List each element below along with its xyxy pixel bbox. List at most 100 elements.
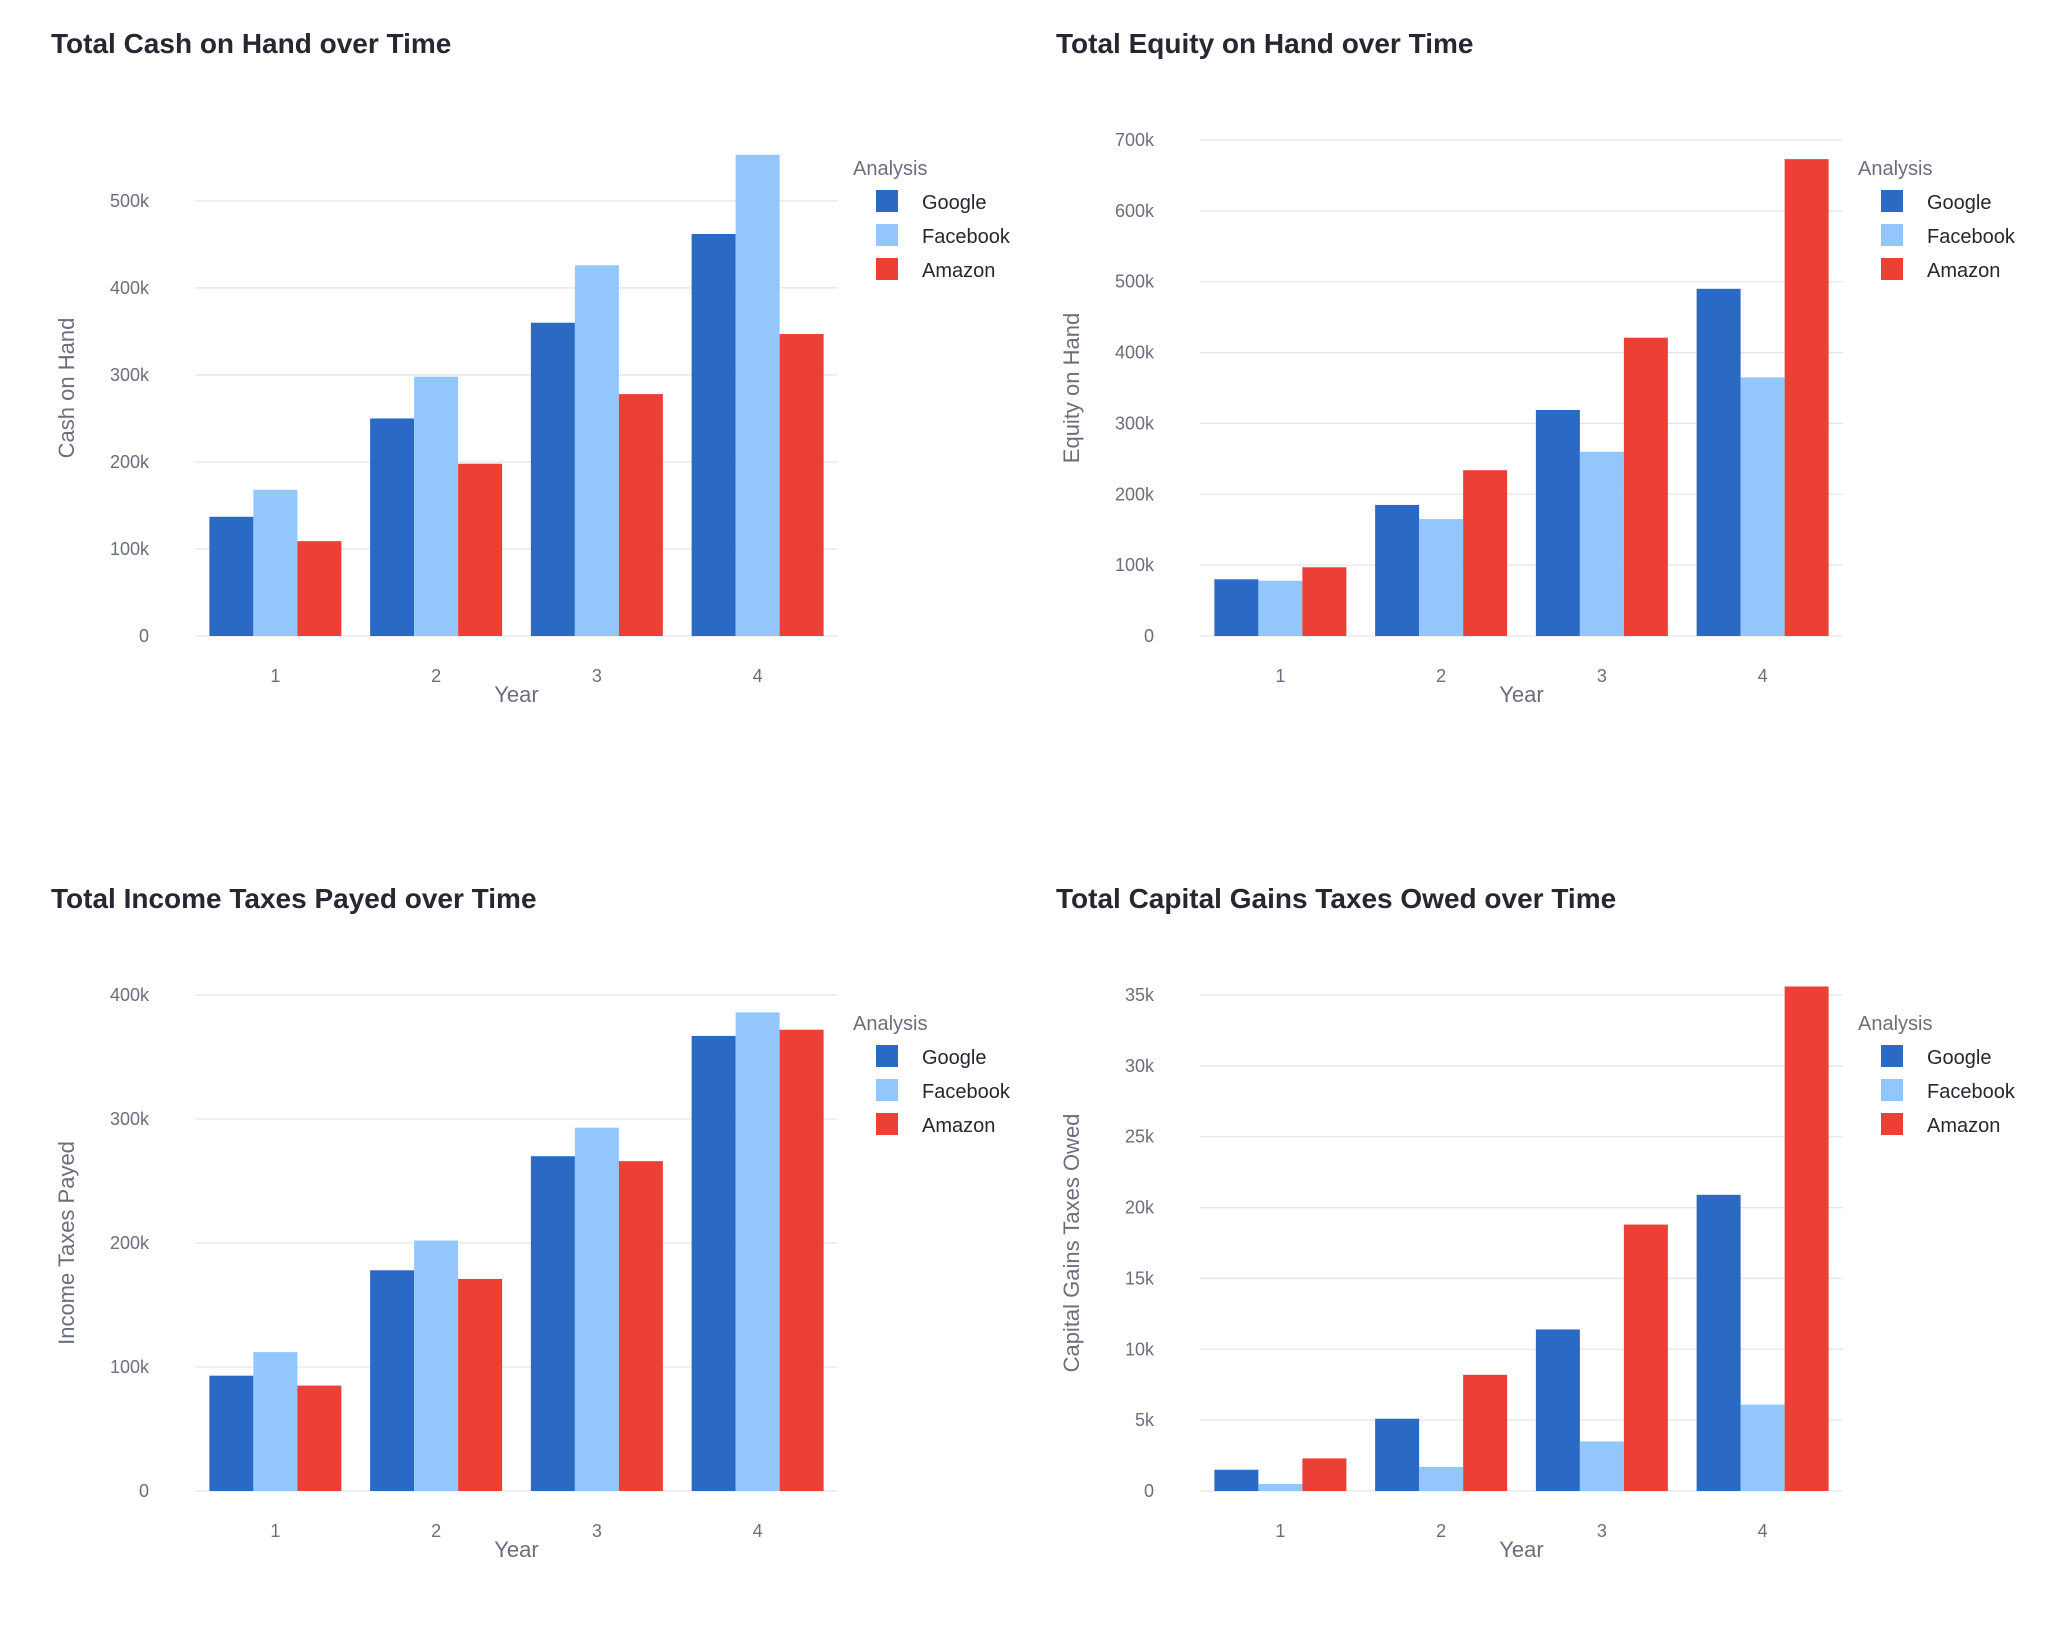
bar-google-year-3: [530, 322, 575, 636]
y-axis-title: Cash on Hand: [54, 318, 79, 459]
series-amazon: [297, 1029, 824, 1491]
bar-amazon-year-4: [779, 334, 824, 636]
y-tick-label: 25k: [1125, 1127, 1155, 1147]
bar-google-year-3: [1535, 409, 1580, 636]
bar-amazon-year-2: [458, 1278, 503, 1491]
y-tick-label: 100k: [110, 539, 150, 559]
bar-facebook-year-2: [414, 376, 459, 636]
legend-label: Facebook: [922, 226, 1011, 248]
bar-amazon-year-3: [618, 1161, 663, 1491]
legend-label: Google: [1927, 192, 1992, 214]
y-axis-title: Income Taxes Payed: [54, 1141, 79, 1345]
bar-facebook-year-2: [414, 1240, 459, 1491]
x-tick-label: 4: [753, 666, 763, 686]
legend-label: Facebook: [1927, 226, 2016, 248]
bar-facebook-year-4: [735, 154, 780, 637]
y-tick-label: 400k: [110, 985, 150, 1005]
bar-amazon-year-3: [1623, 1224, 1668, 1491]
equity-chart: 0 100k 200k 300k 400k 500k 600k 700k 1 2 3 4 Year Equ…: [1059, 130, 2016, 707]
y-tick-label: 200k: [1115, 484, 1155, 504]
bar-amazon-year-4: [779, 1029, 824, 1491]
bar-amazon-year-1: [297, 541, 342, 636]
x-tick-label: 3: [1597, 666, 1607, 686]
legend-label: Google: [922, 1047, 987, 1069]
bar-amazon-year-1: [297, 1385, 342, 1491]
series-google: [1214, 288, 1741, 636]
y-tick-label: 400k: [1115, 343, 1155, 363]
legend-swatch-facebook: [1881, 1079, 1903, 1101]
x-axis-title: Year: [494, 1537, 538, 1562]
bar-facebook-year-3: [1579, 451, 1624, 636]
bar-amazon-year-3: [1623, 337, 1668, 636]
x-tick-label: 2: [1436, 1521, 1446, 1541]
x-tick-label: 3: [592, 1521, 602, 1541]
legend-title: Analysis: [853, 158, 927, 180]
chart-panel-income-taxes: Total Income Taxes Payed over Time 0 100k…: [0, 855, 1011, 1635]
x-tick-label: 1: [270, 666, 280, 686]
legend: Analysis Google Facebook Amazon: [853, 1013, 1011, 1137]
bar-google-year-1: [1214, 579, 1259, 636]
x-tick-label: 4: [1758, 1521, 1768, 1541]
bar-facebook-year-3: [574, 1127, 619, 1491]
y-tick-label: 300k: [1115, 413, 1155, 433]
y-tick-label: 500k: [1115, 272, 1155, 292]
bar-amazon-year-4: [1784, 159, 1829, 637]
bar-google-year-1: [209, 516, 254, 636]
bar-amazon-year-2: [1463, 1374, 1508, 1491]
legend-label: Google: [922, 192, 987, 214]
series-google: [209, 233, 736, 636]
x-tick-label: 2: [431, 1521, 441, 1541]
y-tick-label: 35k: [1125, 985, 1155, 1005]
bar-facebook-year-2: [1419, 1466, 1464, 1491]
chart-panel-cash: Total Cash on Hand over Time 0 100k 200k 30…: [0, 0, 1011, 780]
bar-amazon-year-2: [1463, 470, 1508, 636]
bar-google-year-4: [1696, 1194, 1741, 1491]
y-tick-label: 30k: [1125, 1056, 1155, 1076]
series-amazon: [1302, 159, 1829, 637]
y-tick-label: 200k: [110, 452, 150, 472]
y-tick-label: 15k: [1125, 1268, 1155, 1288]
chart-panel-capital-gains: Total Capital Gains Taxes Owed over Time…: [1005, 855, 2016, 1635]
chart-title: Total Cash on Hand over Time: [51, 28, 452, 59]
y-tick-label: 200k: [110, 1233, 150, 1253]
y-tick-label: 10k: [1125, 1339, 1155, 1359]
series-google: [1214, 1194, 1741, 1491]
bar-google-year-1: [209, 1375, 254, 1491]
x-tick-label: 1: [1275, 666, 1285, 686]
bar-google-year-2: [1375, 1418, 1420, 1491]
bar-facebook-year-4: [1740, 377, 1785, 636]
legend-swatch-google: [1881, 1045, 1903, 1067]
bar-facebook-year-1: [253, 1352, 298, 1491]
bar-google-year-2: [1375, 504, 1420, 636]
x-tick-label: 4: [1758, 666, 1768, 686]
bar-amazon-year-4: [1784, 986, 1829, 1491]
series-facebook: [253, 1012, 780, 1491]
legend-swatch-amazon: [1881, 258, 1903, 280]
bar-google-year-1: [1214, 1469, 1259, 1491]
bar-facebook-year-1: [253, 489, 298, 636]
y-axis-title: Equity on Hand: [1059, 313, 1084, 463]
cash-chart: 0 100k 200k 300k 400k 500k 1 2 3 4 Year Cash on Han…: [54, 154, 1011, 707]
bar-facebook-year-3: [1579, 1441, 1624, 1491]
series-amazon: [297, 334, 824, 636]
legend-swatch-facebook: [1881, 224, 1903, 246]
bar-facebook-year-4: [735, 1012, 780, 1491]
series-facebook: [253, 154, 780, 637]
bar-facebook-year-1: [1258, 1483, 1303, 1491]
y-tick-label: 100k: [110, 1357, 150, 1377]
y-tick-label: 0: [1144, 1481, 1154, 1501]
bar-google-year-2: [370, 1270, 415, 1491]
bar-google-year-2: [370, 418, 415, 636]
bar-google-year-4: [691, 233, 736, 636]
x-tick-label: 4: [753, 1521, 763, 1541]
y-tick-label: 0: [139, 626, 149, 646]
series-facebook: [1258, 1404, 1785, 1491]
legend-swatch-google: [876, 1045, 898, 1067]
y-tick-label: 700k: [1115, 130, 1155, 150]
x-tick-label: 3: [592, 666, 602, 686]
bar-google-year-3: [530, 1156, 575, 1491]
x-axis-title: Year: [1499, 1537, 1543, 1562]
y-tick-label: 600k: [1115, 201, 1155, 221]
bar-amazon-year-2: [458, 463, 503, 636]
bar-amazon-year-1: [1302, 1458, 1347, 1491]
